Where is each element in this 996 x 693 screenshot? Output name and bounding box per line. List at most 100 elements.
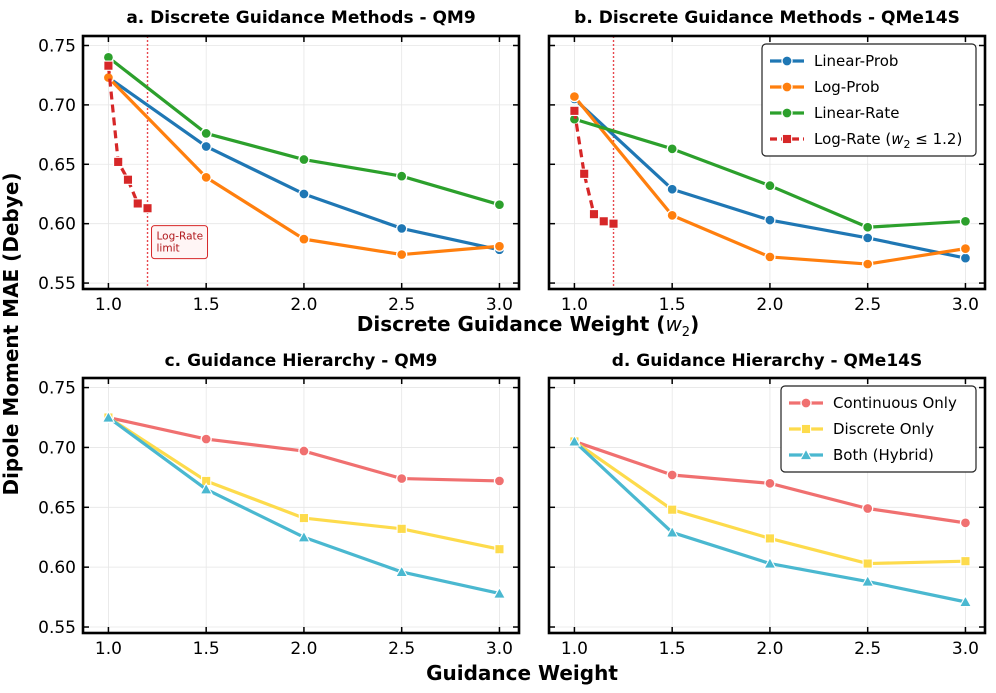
data-point bbox=[103, 60, 114, 71]
y-axis-label: Dipole Moment MAE (Debye) bbox=[0, 172, 23, 495]
data-point bbox=[608, 218, 619, 229]
data-point bbox=[764, 251, 776, 263]
data-point bbox=[569, 105, 580, 116]
y-tick-label: 0.60 bbox=[38, 215, 76, 235]
panel-d: 1.0 1.5 2.0 2.5 3.0 d. Guidance Hierarchy - Q… bbox=[547, 351, 987, 659]
data-point bbox=[588, 209, 600, 220]
legend-label: Linear-Prob bbox=[814, 52, 898, 70]
data-point bbox=[298, 188, 310, 200]
series-log-prob bbox=[102, 71, 506, 261]
legend-item: Log-Prob bbox=[770, 78, 880, 96]
x-tick-label: 1.5 bbox=[659, 295, 686, 315]
data-point bbox=[199, 482, 213, 495]
data-point bbox=[781, 133, 793, 145]
data-point bbox=[298, 445, 310, 457]
data-point bbox=[598, 216, 609, 227]
data-point bbox=[396, 248, 408, 261]
data-point bbox=[200, 433, 212, 445]
legend-item: Linear-Rate bbox=[770, 104, 899, 122]
legend: Linear-Prob Log-Prob Linear-Rate Log-Rate (… bbox=[761, 43, 977, 157]
data-point bbox=[781, 81, 793, 93]
series-both-hybrid- bbox=[567, 434, 973, 608]
x-tick-label: 2.0 bbox=[290, 639, 317, 659]
plot-frame bbox=[547, 34, 987, 291]
legend: Continuous Only Discrete Only Both (Hybrid… bbox=[780, 385, 977, 473]
legend-label: Linear-Rate bbox=[814, 104, 899, 122]
x-tick-label: 3.0 bbox=[952, 639, 979, 659]
x-tick-label: 1.0 bbox=[95, 639, 122, 659]
x-tick-label: 1.0 bbox=[561, 639, 588, 659]
data-point bbox=[113, 156, 124, 168]
data-point bbox=[959, 215, 972, 227]
data-point bbox=[568, 90, 581, 103]
data-point bbox=[764, 533, 776, 544]
data-point bbox=[959, 252, 972, 264]
series-linear-rate bbox=[568, 113, 972, 233]
data-point bbox=[666, 469, 678, 481]
legend-item: Discrete Only bbox=[789, 420, 934, 438]
data-point bbox=[667, 504, 678, 515]
data-point bbox=[862, 558, 873, 569]
legend-item: Continuous Only bbox=[789, 394, 957, 412]
x-tick-label: 2.0 bbox=[756, 295, 783, 315]
x-tick-label: 2.5 bbox=[388, 639, 415, 659]
series-log-rate bbox=[569, 105, 619, 229]
legend-label: Both (Hybrid) bbox=[833, 446, 934, 464]
x-tick-label: 1.0 bbox=[561, 295, 588, 315]
data-point bbox=[579, 168, 590, 179]
data-point bbox=[298, 233, 310, 245]
series-line bbox=[106, 65, 149, 210]
data-point bbox=[298, 512, 310, 524]
series-linear-rate bbox=[102, 51, 506, 211]
data-point bbox=[800, 423, 812, 435]
y-tick-label: 0.65 bbox=[38, 155, 76, 175]
legend-frame bbox=[780, 385, 977, 473]
legend-label: Continuous Only bbox=[833, 394, 957, 412]
data-point bbox=[101, 410, 116, 423]
y-tick-label: 0.75 bbox=[38, 379, 76, 399]
data-point bbox=[297, 530, 311, 543]
data-point bbox=[666, 183, 678, 195]
data-point bbox=[493, 199, 506, 211]
plot-frame bbox=[81, 376, 521, 635]
data-point bbox=[200, 171, 212, 183]
y-tick-label: 0.60 bbox=[38, 558, 76, 578]
data-point bbox=[494, 544, 505, 555]
legend-frame bbox=[761, 43, 977, 157]
legend-label: Discrete Only bbox=[833, 420, 934, 438]
x-tick-label: 2.5 bbox=[854, 295, 881, 315]
series-log-prob bbox=[568, 90, 972, 270]
data-point bbox=[665, 525, 679, 538]
plot-frame bbox=[547, 376, 987, 635]
data-point bbox=[396, 472, 408, 485]
x-tick-label: 1.5 bbox=[659, 639, 686, 659]
data-point bbox=[960, 556, 971, 567]
data-point bbox=[396, 222, 408, 235]
legend-item: Both (Hybrid) bbox=[789, 446, 934, 464]
data-point bbox=[666, 143, 678, 155]
x-tick-label: 2.0 bbox=[756, 639, 783, 659]
data-point bbox=[781, 107, 793, 119]
data-point bbox=[800, 397, 812, 409]
data-point bbox=[132, 198, 143, 209]
x-axis-label-bottom: Guidance Weight bbox=[426, 661, 618, 685]
data-point bbox=[862, 232, 874, 244]
y-tick-label: 0.75 bbox=[38, 37, 76, 57]
data-point bbox=[959, 242, 972, 255]
y-tick-label: 0.70 bbox=[38, 438, 76, 458]
x-tick-label: 3.0 bbox=[952, 295, 979, 315]
y-tick-label: 0.55 bbox=[38, 274, 76, 294]
data-point bbox=[862, 221, 874, 233]
x-tick-label: 3.0 bbox=[486, 295, 513, 315]
data-point bbox=[493, 475, 506, 487]
x-tick-label: 1.5 bbox=[193, 295, 220, 315]
x-tick-label: 3.0 bbox=[486, 639, 513, 659]
panel-b: 1.0 1.5 2.0 2.5 3.0 b. Discrete Guidance Meth… bbox=[547, 8, 987, 315]
data-point bbox=[764, 180, 776, 192]
series-log-rate bbox=[103, 60, 153, 214]
data-point bbox=[666, 209, 678, 222]
data-point bbox=[764, 477, 776, 490]
